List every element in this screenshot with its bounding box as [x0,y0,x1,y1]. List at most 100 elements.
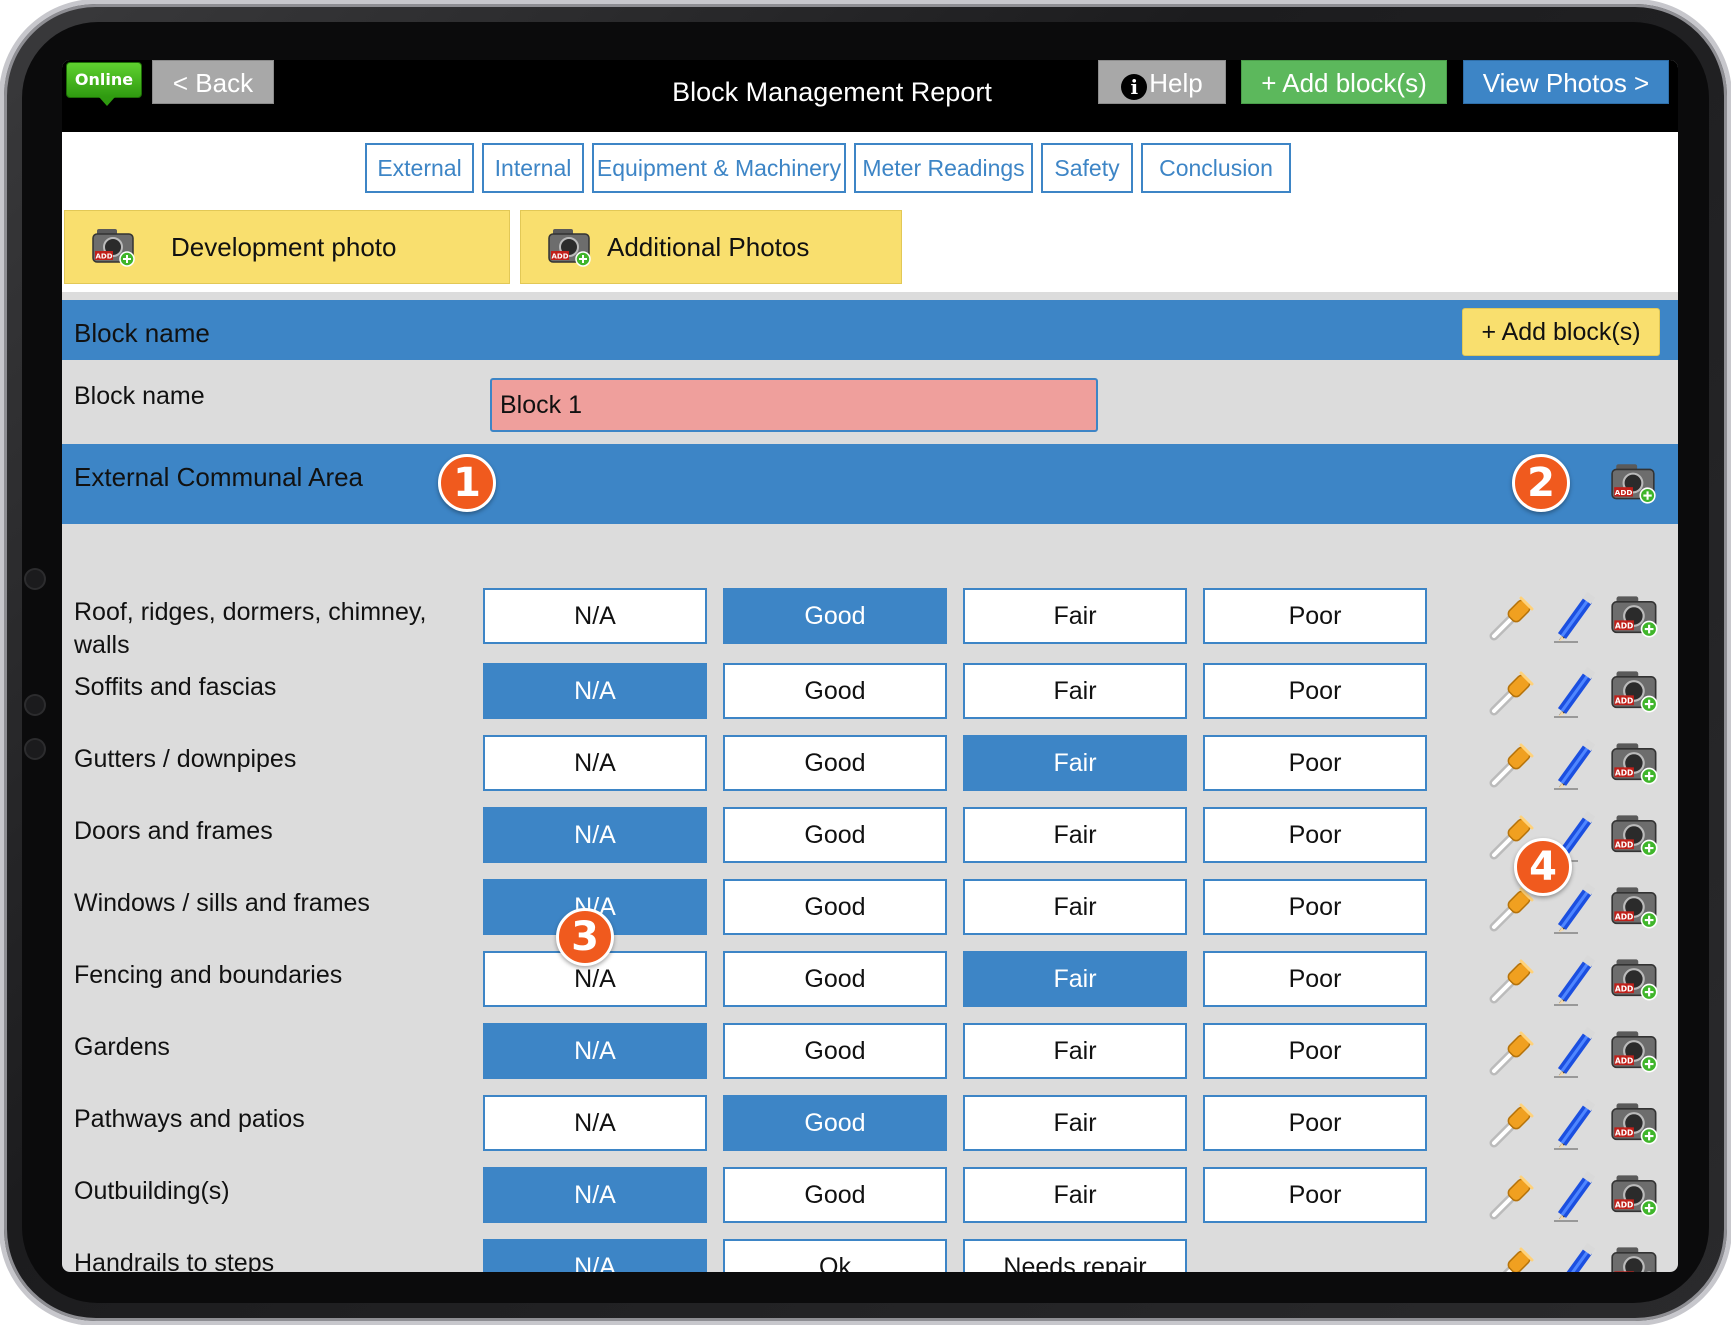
rating-option[interactable]: N/A [483,1239,707,1272]
rating-option[interactable]: Poor [1203,1167,1427,1223]
rating-option[interactable]: Fair [963,951,1187,1007]
rating-option[interactable]: Fair [963,1167,1187,1223]
camera-add-icon[interactable]: ADD [1610,811,1664,865]
eyedropper-icon[interactable] [1486,737,1540,791]
eyedropper-icon[interactable] [1486,1097,1540,1151]
tab-external[interactable]: External [365,143,474,193]
pencil-icon[interactable] [1548,1241,1602,1272]
back-button[interactable]: < Back [152,60,274,104]
eyedropper-icon[interactable] [1486,665,1540,719]
eyedropper-icon[interactable] [1486,1241,1540,1272]
rating-option[interactable]: Fair [963,879,1187,935]
pencil-icon[interactable] [1548,665,1602,719]
rating-option[interactable]: N/A [483,588,707,644]
pencil-icon[interactable] [1548,737,1602,791]
pencil-icon[interactable] [1548,590,1602,644]
block-name-input[interactable]: Block 1 [490,378,1098,432]
eyedropper-icon[interactable] [1486,809,1540,863]
help-button[interactable]: i Help [1098,60,1226,104]
camera-add-icon[interactable]: ADD [1610,667,1664,721]
tab-conclusion[interactable]: Conclusion [1141,143,1291,193]
pencil-icon[interactable] [1548,953,1602,1007]
rating-option[interactable]: Fair [963,735,1187,791]
rating-option[interactable]: Good [723,735,947,791]
eyedropper-icon[interactable] [1486,590,1540,644]
rating-option[interactable]: Poor [1203,735,1427,791]
rating-option[interactable]: Ok [723,1239,947,1272]
rating-option[interactable]: N/A [483,1023,707,1079]
rating-option[interactable]: Good [723,1023,947,1079]
rating-option[interactable]: Good [723,879,947,935]
additional-photos-button[interactable]: ADD Additional Photos [520,210,902,284]
camera-add-icon[interactable]: ADD [1610,1027,1664,1081]
rating-option[interactable]: Good [723,1095,947,1151]
rating-option[interactable]: Fair [963,663,1187,719]
table-row: Windows / sills and frames N/A Good Fair Poo… [62,879,1678,951]
svg-text:ADD: ADD [1615,1129,1633,1138]
camera-add-icon[interactable]: ADD [1610,1099,1664,1153]
callout-badge: 3 [556,908,614,966]
tab-meter-readings[interactable]: Meter Readings [854,143,1033,193]
camera-add-icon[interactable]: ADD [1610,955,1664,1009]
pencil-icon[interactable] [1548,1097,1602,1151]
rating-option[interactable]: Good [723,1167,947,1223]
eyedropper-icon[interactable] [1486,881,1540,935]
rating-option[interactable]: Good [723,588,947,644]
rating-option[interactable]: Poor [1203,1023,1427,1079]
rating-option[interactable]: Poor [1203,1095,1427,1151]
rating-option[interactable]: Needs repair [963,1239,1187,1272]
camera-add-icon: ADD [92,229,135,267]
pencil-icon[interactable] [1548,1169,1602,1223]
block-name-section-header: Block name + Add block(s) [62,300,1678,360]
development-photo-label: Development photo [171,232,397,262]
rating-option[interactable]: Poor [1203,951,1427,1007]
item-label: Outbuilding(s) [74,1177,230,1205]
callout-badge: 4 [1514,838,1572,896]
rating-option[interactable]: N/A [483,663,707,719]
item-label: Soffits and fascias [74,673,277,701]
rating-option[interactable]: N/A [483,807,707,863]
camera-add-icon[interactable]: ADD [1610,883,1664,937]
tab-equipment-machinery[interactable]: Equipment & Machinery [592,143,846,193]
item-label: Fencing and boundaries [74,961,343,989]
svg-text:ADD: ADD [1615,841,1633,850]
callout-badge: 2 [1512,454,1570,512]
pencil-icon[interactable] [1548,881,1602,935]
eyedropper-icon[interactable] [1486,1169,1540,1223]
rating-option[interactable]: Poor [1203,879,1427,935]
rating-option[interactable]: Fair [963,588,1187,644]
svg-text:ADD: ADD [1615,1201,1633,1210]
camera-add-icon[interactable]: ADD [1610,1243,1664,1272]
rating-option[interactable]: Good [723,807,947,863]
add-block-button-secondary[interactable]: + Add block(s) [1462,308,1660,356]
table-row: Outbuilding(s) N/A Good Fair Poor ADD [62,1167,1678,1239]
rating-option[interactable]: Fair [963,1095,1187,1151]
table-row: Fencing and boundaries N/A Good Fair Poor ADD [62,951,1678,1023]
camera-add-icon: ADD [548,229,591,267]
tab-safety[interactable]: Safety [1041,143,1133,193]
rating-option[interactable]: N/A [483,735,707,791]
eyedropper-icon[interactable] [1486,953,1540,1007]
rating-option[interactable]: Poor [1203,588,1427,644]
rating-option[interactable]: N/A [483,1167,707,1223]
tab-internal[interactable]: Internal [482,143,584,193]
eyedropper-icon[interactable] [1486,1025,1540,1079]
pencil-icon[interactable] [1548,1025,1602,1079]
camera-add-icon[interactable]: ADD [1610,739,1664,793]
rating-option[interactable]: Fair [963,807,1187,863]
item-label: Handrails to steps [74,1249,275,1272]
rating-option[interactable]: N/A [483,1095,707,1151]
camera-add-icon[interactable]: ADD [1610,1171,1664,1225]
rating-option[interactable]: Fair [963,1023,1187,1079]
external-section-title: External Communal Area [74,462,364,492]
add-block-button[interactable]: + Add block(s) [1241,60,1447,104]
camera-add-icon[interactable]: ADD [1610,460,1658,506]
rating-option[interactable]: Poor [1203,663,1427,719]
view-photos-button[interactable]: View Photos > [1463,60,1669,104]
development-photo-button[interactable]: ADD Development photo [64,210,510,284]
rating-option[interactable]: Good [723,951,947,1007]
rating-option[interactable]: Good [723,663,947,719]
camera-add-icon[interactable]: ADD [1610,592,1664,646]
rating-option[interactable]: Poor [1203,807,1427,863]
